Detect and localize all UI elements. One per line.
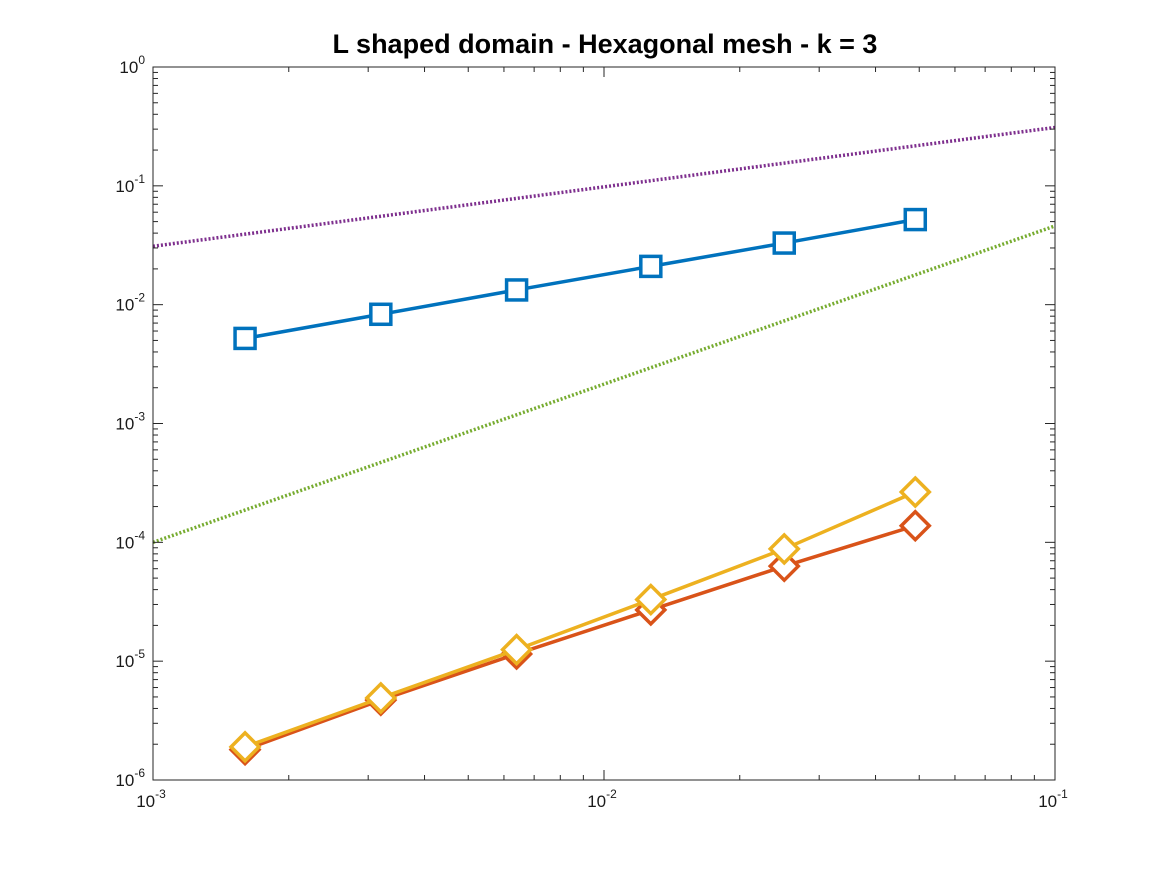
- series-2: [228, 475, 932, 764]
- y-tick-label-exponent: -2: [134, 291, 145, 305]
- series-0-point-1: [369, 302, 393, 327]
- y-tick-label-6: 100: [119, 53, 145, 77]
- series-0: [233, 207, 928, 351]
- y-tick-label-base: 10: [115, 533, 134, 552]
- y-tick-label-base: 10: [115, 296, 134, 315]
- x-tick-label-exponent: -2: [606, 787, 617, 801]
- series-1-line: [244, 524, 916, 752]
- y-tick-label-base: 10: [115, 415, 134, 434]
- chart-title: L shaped domain - Hexagonal mesh - k = 3: [333, 29, 878, 59]
- series-2-line: [244, 490, 916, 749]
- x-tick-label-exponent: -3: [155, 787, 166, 801]
- y-tick-label-exponent: 0: [138, 53, 145, 67]
- series-2-point-1: [364, 681, 398, 715]
- y-tick-label-exponent: -6: [134, 766, 145, 780]
- plot-background: [153, 67, 1055, 780]
- series-2-point-3: [634, 583, 668, 617]
- y-tick-label-0: 10-6: [115, 766, 145, 790]
- y-tick-label-base: 10: [119, 58, 138, 77]
- series-layer: [153, 125, 1055, 767]
- y-tick-label-exponent: -4: [134, 528, 145, 542]
- y-tick-label-exponent: -1: [134, 172, 145, 186]
- series-4: [153, 224, 1055, 544]
- series-0-point-0: [233, 326, 257, 351]
- series-0-point-2: [504, 278, 529, 302]
- y-tick-label-2: 10-4: [115, 528, 145, 552]
- x-tick-label-base: 10: [1038, 792, 1057, 811]
- y-tick-label-5: 10-1: [115, 172, 145, 196]
- x-tick-label-1: 10-2: [587, 787, 617, 811]
- series-0-point-5: [903, 207, 928, 232]
- y-tick-label-4: 10-2: [115, 291, 145, 315]
- series-0-point-3: [639, 254, 663, 279]
- series-1-point-5: [898, 509, 932, 543]
- series-1-point-4: [767, 549, 801, 583]
- y-tick-label-base: 10: [115, 771, 134, 790]
- series-0-line: [244, 217, 916, 341]
- series-2-point-2: [500, 633, 534, 667]
- series-4-line: [153, 224, 1055, 544]
- series-0-point-4: [772, 231, 797, 255]
- y-tick-label-3: 10-3: [115, 410, 145, 434]
- x-tick-label-base: 10: [587, 792, 606, 811]
- y-tick-label-exponent: -3: [134, 410, 145, 424]
- y-tick-label-1: 10-5: [115, 647, 145, 671]
- x-tick-label-exponent: -1: [1057, 787, 1068, 801]
- series-2-point-4: [767, 532, 801, 566]
- y-tick-label-base: 10: [115, 652, 134, 671]
- y-tick-label-base: 10: [115, 177, 134, 196]
- series-2-point-0: [228, 730, 262, 764]
- y-tick-label-exponent: -5: [134, 647, 145, 661]
- series-2-point-5: [898, 475, 932, 509]
- x-tick-label-2: 10-1: [1038, 787, 1068, 811]
- x-tick-label-base: 10: [136, 792, 155, 811]
- x-tick-label-0: 10-3: [136, 787, 166, 811]
